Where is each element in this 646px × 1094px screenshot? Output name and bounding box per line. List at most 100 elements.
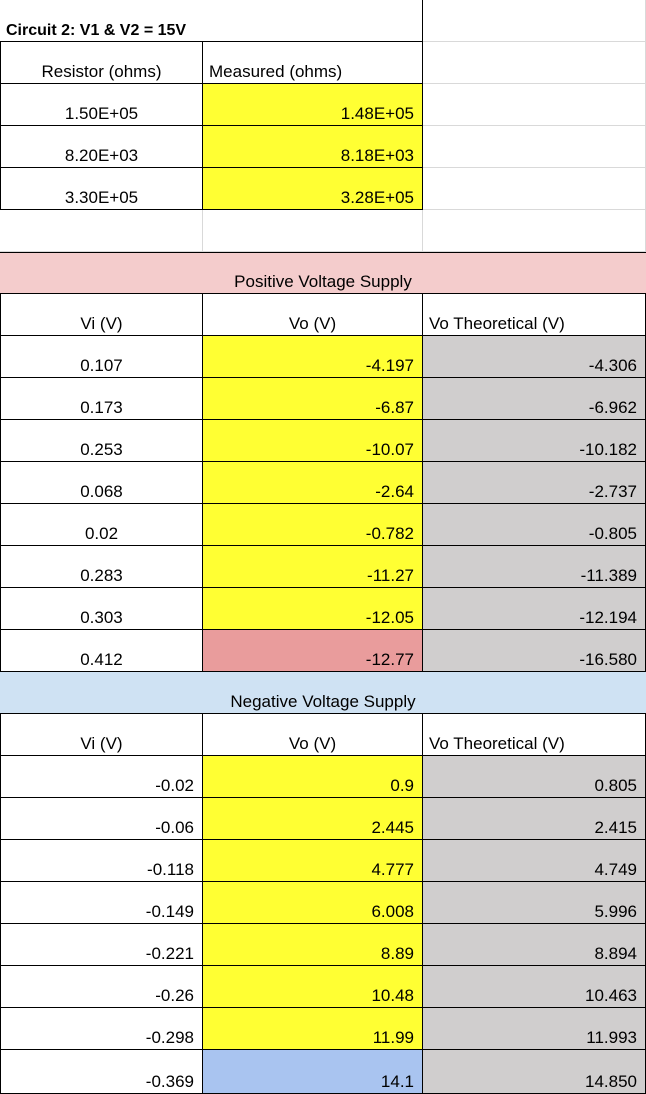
vi-cell[interactable]: 0.412 [0, 630, 203, 672]
vi-cell[interactable]: -0.118 [0, 840, 203, 882]
vo-theoretical-cell[interactable]: -11.389 [423, 546, 646, 588]
vo-cell[interactable]: 4.777 [203, 840, 423, 882]
vo-theoretical-cell[interactable]: -4.306 [423, 336, 646, 378]
vo-cell[interactable]: -0.782 [203, 504, 423, 546]
sheet-row [0, 210, 646, 252]
negative-supply-title[interactable]: Negative Voltage Supply [0, 672, 646, 714]
table-row: 0.253 -10.07 -10.182 [0, 420, 646, 462]
vo-theoretical-cell[interactable]: -0.805 [423, 504, 646, 546]
vo-theoretical-cell[interactable]: 11.993 [423, 1008, 646, 1050]
sheet-title[interactable]: Circuit 2: V1 & V2 = 15V [0, 0, 423, 42]
vi-cell[interactable]: -0.26 [0, 966, 203, 1008]
cell[interactable] [423, 0, 646, 42]
vo-cell[interactable]: -2.64 [203, 462, 423, 504]
vi-cell[interactable]: 0.253 [0, 420, 203, 462]
vo-theoretical-cell[interactable]: 4.749 [423, 840, 646, 882]
title-row: Circuit 2: V1 & V2 = 15V [0, 0, 646, 42]
negative-title-row: Negative Voltage Supply [0, 672, 646, 714]
vo-theoretical-cell[interactable]: 8.894 [423, 924, 646, 966]
vi-cell[interactable]: -0.221 [0, 924, 203, 966]
vi-cell[interactable]: 0.173 [0, 378, 203, 420]
cell[interactable] [0, 210, 203, 252]
vo-theoretical-cell[interactable]: -2.737 [423, 462, 646, 504]
vo-theoretical-cell[interactable]: 14.850 [423, 1050, 646, 1094]
resistor-nominal[interactable]: 8.20E+03 [0, 126, 203, 168]
vo-cell[interactable]: -6.87 [203, 378, 423, 420]
table-row: -0.06 2.445 2.415 [0, 798, 646, 840]
vo-cell[interactable]: -12.05 [203, 588, 423, 630]
vi-cell[interactable]: 0.303 [0, 588, 203, 630]
table-row: -0.149 6.008 5.996 [0, 882, 646, 924]
vo-cell[interactable]: 2.445 [203, 798, 423, 840]
vi-header[interactable]: Vi (V) [0, 294, 203, 336]
vo-cell[interactable]: 11.99 [203, 1008, 423, 1050]
vi-header[interactable]: Vi (V) [0, 714, 203, 756]
resistor-header-row: Resistor (ohms) Measured (ohms) [0, 42, 646, 84]
table-row: -0.298 11.99 11.993 [0, 1008, 646, 1050]
vi-cell[interactable]: 0.283 [0, 546, 203, 588]
vo-theoretical-cell[interactable]: 0.805 [423, 756, 646, 798]
vo-cell-saturated[interactable]: 14.1 [203, 1050, 423, 1094]
resistor-measured[interactable]: 3.28E+05 [203, 168, 423, 210]
vo-theoretical-cell[interactable]: -12.194 [423, 588, 646, 630]
vo-cell[interactable]: 0.9 [203, 756, 423, 798]
cell[interactable] [423, 210, 646, 252]
cell[interactable] [423, 84, 646, 126]
vo-cell[interactable]: 10.48 [203, 966, 423, 1008]
vo-cell[interactable]: 8.89 [203, 924, 423, 966]
vo-cell-saturated[interactable]: -12.77 [203, 630, 423, 672]
vo-theoretical-cell[interactable]: 5.996 [423, 882, 646, 924]
vi-cell[interactable]: -0.298 [0, 1008, 203, 1050]
negative-header-row: Vi (V) Vo (V) Vo Theoretical (V) [0, 714, 646, 756]
positive-supply-title[interactable]: Positive Voltage Supply [0, 252, 646, 294]
resistor-row: 3.30E+05 3.28E+05 [0, 168, 646, 210]
table-row: 0.412 -12.77 -16.580 [0, 630, 646, 672]
vo-cell[interactable]: -11.27 [203, 546, 423, 588]
vo-theoretical-cell[interactable]: -10.182 [423, 420, 646, 462]
vo-theoretical-header[interactable]: Vo Theoretical (V) [423, 714, 646, 756]
resistor-measured[interactable]: 8.18E+03 [203, 126, 423, 168]
table-row: -0.26 10.48 10.463 [0, 966, 646, 1008]
cell[interactable] [423, 168, 646, 210]
vi-cell[interactable]: -0.02 [0, 756, 203, 798]
vi-cell[interactable]: 0.02 [0, 504, 203, 546]
table-row: -0.02 0.9 0.805 [0, 756, 646, 798]
cell[interactable] [423, 42, 646, 84]
vo-cell[interactable]: -10.07 [203, 420, 423, 462]
table-row: -0.369 14.1 14.850 [0, 1050, 646, 1094]
vi-cell[interactable]: -0.369 [0, 1050, 203, 1094]
resistor-row: 1.50E+05 1.48E+05 [0, 84, 646, 126]
vo-theoretical-cell[interactable]: 10.463 [423, 966, 646, 1008]
cell[interactable] [203, 210, 423, 252]
resistor-row: 8.20E+03 8.18E+03 [0, 126, 646, 168]
vo-header[interactable]: Vo (V) [203, 294, 423, 336]
table-row: 0.303 -12.05 -12.194 [0, 588, 646, 630]
table-row: 0.283 -11.27 -11.389 [0, 546, 646, 588]
table-row: 0.173 -6.87 -6.962 [0, 378, 646, 420]
positive-title-row: Positive Voltage Supply [0, 252, 646, 294]
vo-theoretical-cell[interactable]: -16.580 [423, 630, 646, 672]
measured-header[interactable]: Measured (ohms) [203, 42, 423, 84]
table-row: -0.118 4.777 4.749 [0, 840, 646, 882]
vo-cell[interactable]: -4.197 [203, 336, 423, 378]
vo-theoretical-cell[interactable]: -6.962 [423, 378, 646, 420]
vo-cell[interactable]: 6.008 [203, 882, 423, 924]
resistor-nominal[interactable]: 1.50E+05 [0, 84, 203, 126]
resistor-measured[interactable]: 1.48E+05 [203, 84, 423, 126]
resistor-nominal[interactable]: 3.30E+05 [0, 168, 203, 210]
table-row: -0.221 8.89 8.894 [0, 924, 646, 966]
cell[interactable] [423, 126, 646, 168]
table-row: 0.107 -4.197 -4.306 [0, 336, 646, 378]
vi-cell[interactable]: -0.06 [0, 798, 203, 840]
table-row: 0.02 -0.782 -0.805 [0, 504, 646, 546]
table-row: 0.068 -2.64 -2.737 [0, 462, 646, 504]
vi-cell[interactable]: 0.107 [0, 336, 203, 378]
vi-cell[interactable]: 0.068 [0, 462, 203, 504]
vo-theoretical-header[interactable]: Vo Theoretical (V) [423, 294, 646, 336]
vi-cell[interactable]: -0.149 [0, 882, 203, 924]
vo-header[interactable]: Vo (V) [203, 714, 423, 756]
positive-header-row: Vi (V) Vo (V) Vo Theoretical (V) [0, 294, 646, 336]
resistor-header[interactable]: Resistor (ohms) [0, 42, 203, 84]
vo-theoretical-cell[interactable]: 2.415 [423, 798, 646, 840]
